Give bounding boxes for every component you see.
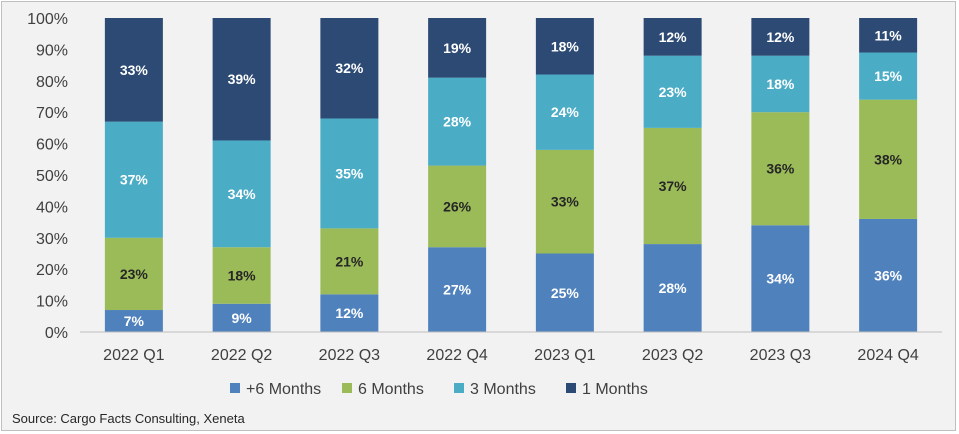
data-label: 32%	[335, 60, 364, 76]
y-tick-label: 80%	[36, 74, 68, 91]
bar-segment	[535, 149, 594, 254]
data-label: 23%	[659, 84, 688, 100]
bar-segment	[859, 99, 918, 219]
data-label: 19%	[443, 40, 472, 56]
bar-segment	[104, 121, 163, 238]
bar-segment	[751, 225, 810, 332]
bar-segment	[104, 237, 163, 311]
data-label: 15%	[874, 68, 903, 84]
y-tick-label: 50%	[36, 168, 68, 185]
bar-segment	[428, 165, 487, 248]
legend-label: 3 Months	[470, 381, 536, 398]
bar-segment	[535, 74, 594, 150]
bar-segment	[212, 303, 271, 332]
legend-label: 6 Months	[358, 381, 424, 398]
y-tick-label: 60%	[36, 137, 68, 154]
data-label: 12%	[766, 29, 795, 45]
data-label: 18%	[228, 267, 257, 283]
bar-segment	[320, 118, 379, 229]
bar-segment	[751, 55, 810, 113]
data-label: 18%	[551, 38, 580, 54]
data-label: 36%	[766, 161, 795, 177]
x-tick-label: 2023 Q2	[642, 347, 703, 364]
data-label: 28%	[659, 280, 688, 296]
bar-segment	[751, 18, 810, 56]
data-label: 21%	[335, 253, 364, 269]
bar-segment	[859, 18, 918, 53]
legend-swatch	[342, 383, 352, 393]
bar-segment	[320, 228, 379, 295]
bar-segment	[320, 294, 379, 332]
y-tick-label: 90%	[36, 42, 68, 59]
bar-segment	[643, 18, 702, 56]
bar-segment	[104, 18, 163, 122]
legend-swatch	[566, 383, 576, 393]
data-label: 7%	[124, 313, 145, 329]
data-label: 23%	[120, 266, 149, 282]
y-tick-label: 40%	[36, 199, 68, 216]
bar-segment	[212, 247, 271, 304]
bar-segment	[428, 18, 487, 78]
bar-segment	[751, 112, 810, 226]
data-label: 12%	[335, 305, 364, 321]
data-label: 26%	[443, 198, 472, 214]
x-tick-label: 2022 Q4	[426, 347, 487, 364]
x-tick-label: 2022 Q1	[103, 347, 164, 364]
x-tick-label: 2023 Q3	[750, 347, 811, 364]
data-label: 9%	[232, 310, 253, 326]
y-tick-label: 70%	[36, 105, 68, 122]
bar-segment	[428, 77, 487, 166]
y-tick-label: 100%	[27, 11, 68, 28]
x-tick-label: 2023 Q1	[534, 347, 595, 364]
y-tick-label: 30%	[36, 231, 68, 248]
bar-segment	[643, 55, 702, 128]
source-note: Source: Cargo Facts Consulting, Xeneta	[12, 411, 245, 426]
data-label: 25%	[551, 285, 580, 301]
data-label: 37%	[120, 172, 149, 188]
x-tick-label: 2022 Q2	[211, 347, 272, 364]
x-tick-label: 2022 Q3	[319, 347, 380, 364]
data-label: 35%	[335, 165, 364, 181]
legend-label: 1 Months	[582, 381, 648, 398]
bar-segment	[643, 127, 702, 245]
data-label: 24%	[551, 104, 580, 120]
data-label: 39%	[228, 71, 257, 87]
data-label: 28%	[443, 114, 472, 130]
data-label: 27%	[443, 282, 472, 298]
legend-label: +6 Months	[246, 381, 321, 398]
bar-segment	[535, 18, 594, 75]
y-tick-label: 10%	[36, 294, 68, 311]
data-label: 18%	[766, 76, 795, 92]
y-tick-label: 0%	[45, 325, 68, 342]
bar-segment	[212, 140, 271, 248]
y-tick-label: 20%	[36, 262, 68, 279]
x-tick-label: 2024 Q4	[857, 347, 918, 364]
bar-segment	[859, 218, 918, 332]
data-label: 34%	[228, 186, 257, 202]
bar-segment	[104, 310, 163, 332]
legend-swatch	[454, 383, 464, 393]
data-label: 36%	[874, 267, 903, 283]
bar-segment	[212, 18, 271, 141]
bar-segment	[535, 253, 594, 332]
data-label: 12%	[659, 29, 688, 45]
data-label: 33%	[551, 194, 580, 210]
bar-segment	[643, 244, 702, 332]
data-label: 34%	[766, 271, 795, 287]
bar-segment	[320, 18, 379, 119]
bar-segment	[859, 52, 918, 100]
data-label: 11%	[875, 27, 903, 43]
data-label: 38%	[874, 151, 903, 167]
data-label: 37%	[659, 178, 688, 194]
bar-segment	[428, 247, 487, 332]
data-label: 33%	[120, 62, 149, 78]
legend-swatch	[230, 383, 240, 393]
